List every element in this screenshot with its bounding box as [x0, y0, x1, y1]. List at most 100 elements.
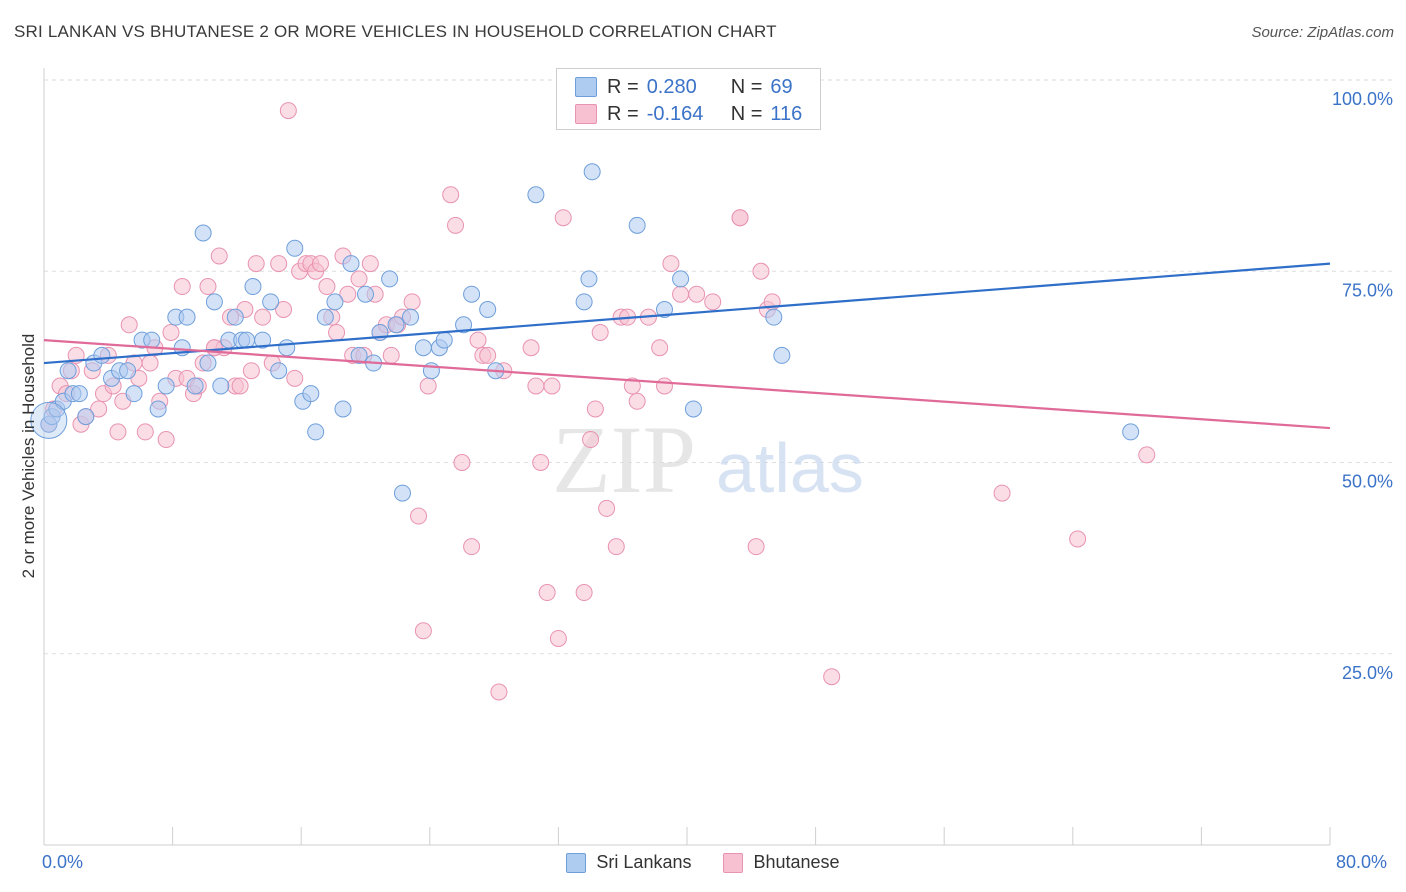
y-tick-label: 75.0% [1342, 280, 1393, 300]
data-point-sri-lankans [387, 316, 405, 334]
data-point-bhutanese [582, 431, 600, 449]
data-point-bhutanese [275, 301, 293, 318]
data-point-bhutanese [672, 285, 690, 303]
legend-r-value: -0.164 [646, 102, 704, 125]
data-point-bhutanese [463, 538, 481, 556]
data-point-bhutanese [254, 308, 272, 326]
data-point-cluster [30, 401, 68, 439]
data-point-bhutanese [447, 216, 465, 234]
data-point-bhutanese [575, 584, 593, 602]
data-point-sri-lankans [59, 362, 77, 380]
data-point-sri-lankans [186, 377, 204, 395]
watermark-zip: ZIP [552, 406, 696, 513]
data-point-bhutanese [490, 683, 508, 701]
data-point-bhutanese [731, 209, 749, 227]
data-point-sri-lankans [270, 362, 288, 380]
data-point-sri-lankans [350, 346, 368, 364]
data-point-sri-lankans [583, 163, 601, 181]
data-point-bhutanese [704, 293, 722, 311]
data-point-bhutanese [591, 323, 609, 341]
data-point-bhutanese [453, 454, 471, 471]
data-point-bhutanese [747, 538, 765, 556]
data-point-sri-lankans [254, 331, 272, 349]
data-point-sri-lankans [244, 278, 262, 296]
data-point-bhutanese [286, 369, 304, 387]
data-point-bhutanese [823, 668, 841, 686]
data-point-bhutanese [109, 423, 127, 441]
data-point-bhutanese [469, 331, 487, 349]
y-tick-label: 25.0% [1342, 663, 1393, 683]
correlation-legend: R = 0.280 N = 69 R = -0.164 N = 116 [556, 68, 821, 130]
data-point-bhutanese [157, 431, 175, 449]
data-point-bhutanese [199, 278, 217, 296]
series-legend: Sri Lankans Bhutanese [0, 852, 1406, 873]
legend-r-label: R = [607, 102, 639, 125]
data-point-sri-lankans [157, 377, 175, 395]
data-point-sri-lankans [194, 224, 212, 242]
data-point-sri-lankans [316, 308, 334, 326]
data-point-bhutanese [442, 186, 460, 204]
data-point-sri-lankans [1122, 423, 1140, 441]
data-point-sri-lankans [393, 484, 411, 502]
data-point-sri-lankans [463, 285, 481, 303]
data-point-bhutanese [242, 362, 260, 380]
data-point-sri-lankans [199, 354, 217, 372]
data-point-sri-lankans [765, 308, 783, 326]
y-axis-title: 2 or more Vehicles in Household [19, 333, 38, 579]
data-point-sri-lankans [357, 285, 374, 303]
data-point-bhutanese [1069, 530, 1087, 548]
data-point-sri-lankans [575, 293, 593, 311]
data-point-bhutanese [554, 209, 572, 227]
data-point-bhutanese [419, 377, 437, 395]
data-point-bhutanese [410, 507, 428, 525]
data-point-sri-lankans [684, 400, 702, 418]
data-point-sri-lankans [580, 270, 598, 288]
data-point-bhutanese [688, 285, 706, 303]
data-point-bhutanese [623, 377, 641, 395]
data-point-sri-lankans [326, 293, 344, 311]
trendline-sri-lankans [43, 262, 1331, 365]
data-point-bhutanese [479, 346, 497, 364]
data-point-bhutanese [522, 339, 540, 357]
data-point-sri-lankans [334, 400, 352, 418]
data-point-bhutanese [382, 346, 400, 364]
data-point-sri-lankans [527, 186, 545, 204]
data-point-sri-lankans [77, 408, 95, 426]
data-point-bhutanese [538, 584, 556, 602]
data-point-sri-lankans [212, 377, 230, 395]
data-point-bhutanese [205, 339, 223, 357]
data-point-bhutanese [607, 538, 625, 556]
data-point-sri-lankans [93, 346, 111, 364]
data-point-bhutanese [651, 339, 669, 357]
data-point-bhutanese [173, 278, 191, 296]
data-point-bhutanese [270, 255, 288, 273]
legend-n-value: 69 [770, 75, 793, 98]
data-point-bhutanese [231, 377, 249, 395]
data-point-sri-lankans [307, 423, 325, 441]
legend-item-bhutanese[interactable]: Bhutanese [723, 852, 840, 873]
data-point-sri-lankans [262, 293, 280, 311]
data-point-sri-lankans [479, 301, 497, 318]
data-point-bhutanese [414, 622, 432, 640]
data-point-bhutanese [1138, 446, 1156, 464]
data-point-bhutanese [339, 285, 357, 303]
legend-r-value: 0.280 [646, 75, 697, 98]
data-point-sri-lankans [402, 308, 420, 326]
legend-item-sri-lankans[interactable]: Sri Lankans [566, 852, 691, 873]
legend-n-value: 116 [770, 102, 803, 125]
data-point-bhutanese [210, 247, 228, 265]
data-point-bhutanese [162, 323, 180, 341]
data-point-bhutanese [141, 354, 159, 372]
data-point-bhutanese [403, 293, 421, 311]
data-point-bhutanese [136, 423, 154, 441]
data-point-sri-lankans [655, 301, 673, 318]
data-point-bhutanese [628, 392, 646, 410]
data-point-bhutanese [662, 255, 680, 273]
data-point-bhutanese [543, 377, 561, 395]
data-point-sri-lankans [238, 331, 256, 349]
legend-row-sri-lankans: R = 0.280 N = 69 [575, 74, 793, 100]
legend-swatch-pink [575, 104, 597, 124]
data-point-bhutanese [527, 377, 545, 395]
data-point-sri-lankans [422, 362, 440, 380]
data-point-bhutanese [328, 323, 346, 341]
